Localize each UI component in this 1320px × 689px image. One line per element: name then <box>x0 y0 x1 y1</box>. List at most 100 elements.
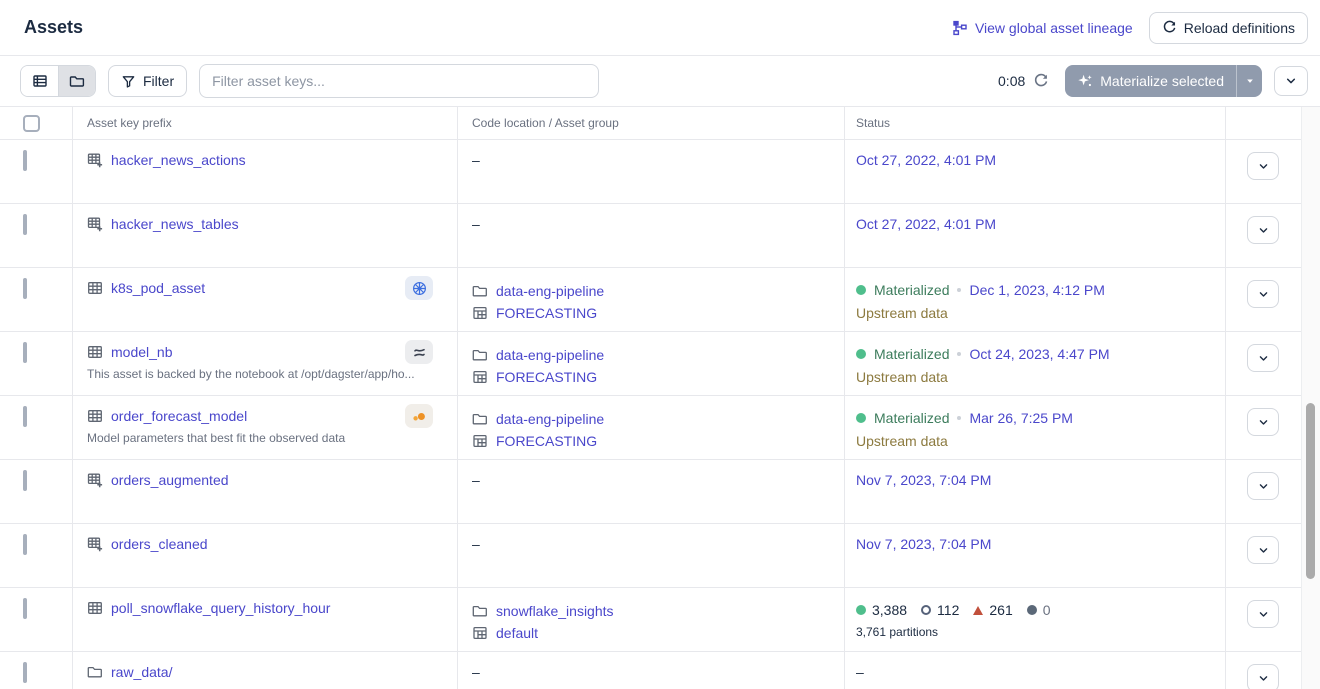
filter-button-label: Filter <box>143 73 175 89</box>
asset-group-link[interactable]: FORECASTING <box>496 369 598 385</box>
asset-group-link[interactable]: FORECASTING <box>496 433 598 449</box>
asset-description: This asset is backed by the notebook at … <box>87 367 415 381</box>
asset-group-link[interactable]: FORECASTING <box>496 305 598 321</box>
row-checkbox[interactable] <box>23 534 27 555</box>
toolbar-expand-button[interactable] <box>1274 66 1308 96</box>
folder-icon <box>472 283 488 299</box>
chevron-down-icon <box>1257 288 1270 301</box>
row-expand-button[interactable] <box>1247 664 1279 689</box>
row-checkbox[interactable] <box>23 662 27 683</box>
column-header-code-location: Code location / Asset group <box>458 107 845 139</box>
asset-table-icon <box>87 600 103 616</box>
header-actions: View global asset lineage Reload definit… <box>952 11 1308 44</box>
row-checkbox[interactable] <box>23 598 27 619</box>
folder-view-button[interactable] <box>58 66 95 96</box>
row-checkbox[interactable] <box>23 342 27 363</box>
row-expand-button[interactable] <box>1247 344 1279 372</box>
code-location-link[interactable]: snowflake_insights <box>496 603 614 619</box>
last-materialization-link[interactable]: Oct 27, 2022, 4:01 PM <box>856 216 997 232</box>
code-location-link[interactable]: data-eng-pipeline <box>496 347 605 363</box>
caret-down-icon <box>1245 76 1255 86</box>
noteable-icon <box>411 409 427 424</box>
view-global-asset-lineage-link[interactable]: View global asset lineage <box>952 20 1133 36</box>
asset-description: Model parameters that best fit the obser… <box>87 431 346 445</box>
filter-button[interactable]: Filter <box>108 65 188 97</box>
code-location-link[interactable]: data-eng-pipeline <box>496 411 605 427</box>
lineage-icon <box>952 20 968 36</box>
row-expand-button[interactable] <box>1247 472 1279 500</box>
row-expand-button[interactable] <box>1247 152 1279 180</box>
asset-key-link[interactable]: orders_cleaned <box>111 536 208 552</box>
asset-key-link[interactable]: poll_snowflake_query_history_hour <box>111 600 331 616</box>
asset-group-icon <box>472 433 488 449</box>
partition-count: 0 <box>1026 602 1051 618</box>
row-checkbox[interactable] <box>23 150 27 171</box>
refresh-timer: 0:08 <box>998 73 1026 89</box>
materialize-selected-button[interactable]: Materialize selected <box>1065 65 1236 97</box>
materialized-label: Materialized <box>874 410 950 426</box>
code-location-link[interactable]: data-eng-pipeline <box>496 283 605 299</box>
list-view-button[interactable] <box>21 66 58 96</box>
upstream-data-tag[interactable]: Upstream data <box>856 369 948 385</box>
table-row: poll_snowflake_query_history_hour snowfla… <box>0 588 1320 652</box>
table-row: orders_cleaned – Nov 7, 2023, 7:04 PM <box>0 524 1320 588</box>
partitions-total: 3,761 partitions <box>856 625 939 639</box>
empty-value: – <box>856 664 864 680</box>
materialize-options-button[interactable] <box>1236 65 1262 97</box>
asset-key-link[interactable]: hacker_news_tables <box>111 216 239 232</box>
last-materialization-link[interactable]: Mar 26, 7:25 PM <box>969 410 1073 426</box>
asset-key-link[interactable]: hacker_news_actions <box>111 152 246 168</box>
notebook-icon <box>412 345 427 360</box>
row-expand-button[interactable] <box>1247 280 1279 308</box>
materialized-label: Materialized <box>874 282 950 298</box>
asset-key-link[interactable]: orders_augmented <box>111 472 229 488</box>
row-checkbox[interactable] <box>23 214 27 235</box>
materialized-dot-icon <box>856 413 866 423</box>
separator-dot-icon <box>957 416 962 420</box>
row-expand-button[interactable] <box>1247 536 1279 564</box>
reload-definitions-button[interactable]: Reload definitions <box>1148 11 1308 44</box>
chevron-down-icon <box>1257 352 1270 365</box>
last-materialization-link[interactable]: Nov 7, 2023, 7:04 PM <box>856 536 992 552</box>
last-materialization-link[interactable]: Oct 27, 2022, 4:01 PM <box>856 152 997 168</box>
noteable-badge[interactable] <box>405 404 433 428</box>
asset-prefix-icon <box>87 536 103 552</box>
refresh-icon[interactable] <box>1033 73 1049 89</box>
select-all-checkbox[interactable] <box>23 114 40 132</box>
kubernetes-badge[interactable] <box>405 276 433 300</box>
last-materialization-link[interactable]: Nov 7, 2023, 7:04 PM <box>856 472 992 488</box>
asset-key-link[interactable]: raw_data/ <box>111 664 173 680</box>
materialized-dot-icon <box>856 605 866 615</box>
row-checkbox[interactable] <box>23 470 27 491</box>
asset-group-icon <box>472 369 488 385</box>
asset-prefix-icon <box>87 152 103 168</box>
upstream-data-tag[interactable]: Upstream data <box>856 433 948 449</box>
asset-keys-filter-input[interactable] <box>199 64 600 98</box>
notebook-badge[interactable] <box>405 340 433 364</box>
row-expand-button[interactable] <box>1247 216 1279 244</box>
asset-group-link[interactable]: default <box>496 625 539 641</box>
last-materialization-link[interactable]: Oct 24, 2023, 4:47 PM <box>969 346 1110 362</box>
row-checkbox[interactable] <box>23 406 27 427</box>
asset-key-link[interactable]: order_forecast_model <box>111 408 248 424</box>
folder-icon <box>472 347 488 363</box>
lineage-link-label: View global asset lineage <box>974 19 1133 36</box>
asset-key-link[interactable]: k8s_pod_asset <box>111 280 206 296</box>
upstream-data-tag[interactable]: Upstream data <box>856 305 948 321</box>
missing-circle-icon <box>921 605 932 615</box>
asset-group-icon <box>472 625 488 641</box>
row-expand-button[interactable] <box>1247 408 1279 436</box>
scrollbar-track[interactable] <box>1301 107 1320 689</box>
last-materialization-link[interactable]: Dec 1, 2023, 4:12 PM <box>969 282 1105 298</box>
kubernetes-icon <box>412 281 427 296</box>
filter-funnel-icon <box>121 74 136 89</box>
toolbar-right: 0:08 Materialize selected <box>998 65 1308 97</box>
asset-key-link[interactable]: model_nb <box>111 344 173 360</box>
column-header-status: Status <box>845 107 1226 139</box>
row-checkbox[interactable] <box>23 278 27 299</box>
row-expand-button[interactable] <box>1247 600 1279 628</box>
table-body: hacker_news_actions – Oct 27, 2022, 4:01 P… <box>0 140 1320 689</box>
scrollbar-thumb[interactable] <box>1306 403 1315 579</box>
empty-value: – <box>472 216 480 232</box>
